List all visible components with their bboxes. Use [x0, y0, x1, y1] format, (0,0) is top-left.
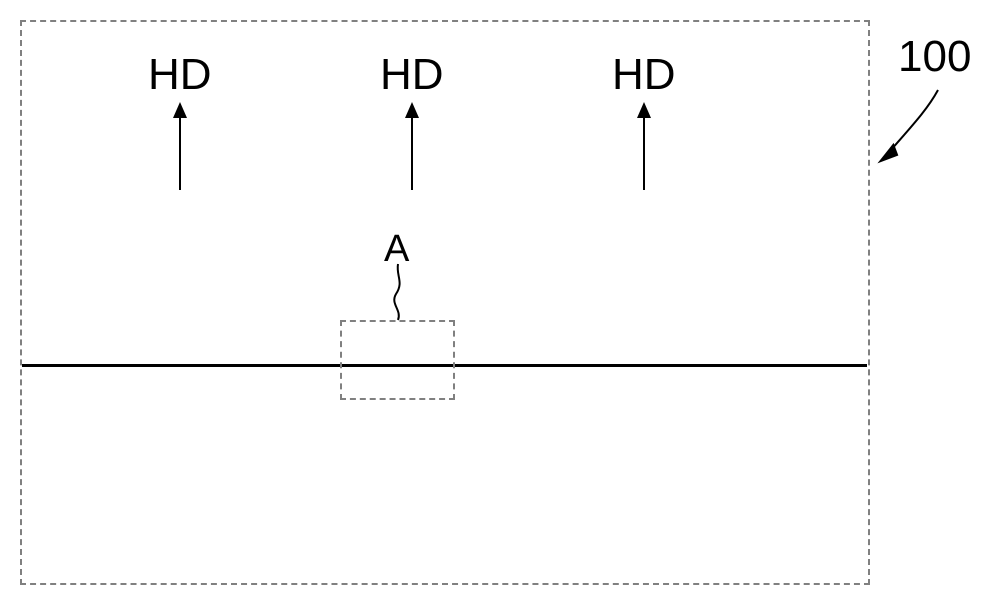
leader-A-squiggle [394, 264, 399, 320]
figure-canvas: HD HD HD A 100 [0, 0, 988, 601]
arrow-up-2 [405, 102, 419, 190]
svg-overlay [0, 0, 988, 601]
arrow-up-3 [637, 102, 651, 190]
arrow-up-1 [173, 102, 187, 190]
